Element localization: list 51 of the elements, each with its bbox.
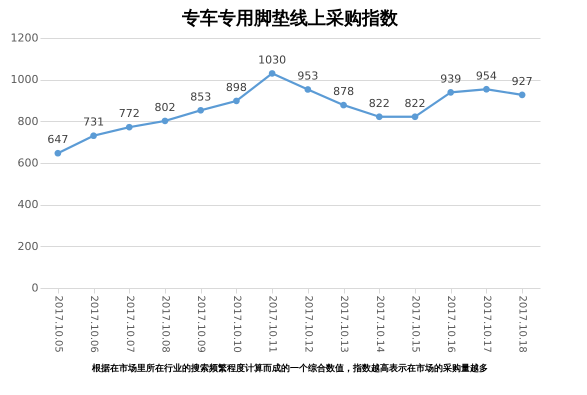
data-label: 822: [404, 96, 426, 110]
point: [412, 113, 418, 120]
data-label: 853: [190, 90, 212, 104]
y-tick-label: 200: [18, 240, 38, 253]
data-label: 802: [154, 100, 176, 114]
point: [90, 132, 97, 140]
x-tick-label: 2017.10.17: [480, 296, 492, 353]
x-tick-label: 2017.10.11: [266, 296, 278, 353]
x-tick-label: 2017.10.13: [338, 296, 350, 353]
y-tick-label: 1000: [10, 73, 38, 86]
x-tick-label: 2017.10.18: [516, 296, 528, 353]
y-tick-label: 0: [32, 282, 38, 294]
x-tick-label: 2017.10.16: [445, 296, 456, 353]
x-tick-label: 2017.10.09: [195, 296, 206, 353]
x-tick-label: 2017.10.10: [230, 296, 242, 353]
point: [162, 118, 168, 124]
data-label: 772: [118, 107, 140, 120]
data-label: 939: [440, 72, 462, 86]
x-tick-label: 2017.10.06: [88, 296, 100, 353]
point: [54, 150, 62, 157]
x-tick-label: 2017.10.07: [124, 296, 135, 353]
point: [233, 98, 240, 104]
point: [197, 106, 204, 114]
y-tick-label: 600: [18, 156, 38, 170]
text: 根据在市场里所在行业的搜索频繁程度计算而成的一个综合数值，指数越高表示在市场的采购量越多: [91, 363, 488, 374]
point: [268, 70, 276, 77]
point: [376, 113, 383, 120]
point: [483, 86, 490, 93]
data-label: 878: [333, 85, 354, 98]
x-tick-label: 2017.10.08: [160, 296, 170, 353]
data-label: 953: [297, 69, 318, 82]
x-tick-label: 2017.10.12: [302, 296, 314, 353]
x-tick-label: 2017.10.15: [410, 296, 420, 353]
data-label: 927: [512, 74, 533, 88]
point: [126, 124, 133, 131]
y-tick-label: 1200: [10, 32, 38, 44]
data-label: 647: [47, 133, 68, 146]
chart-title: 专车专用脚垫线上采购指数: [181, 8, 399, 29]
data-label: 822: [368, 96, 390, 110]
x-tick-label: 2017.10.14: [374, 296, 385, 353]
point: [518, 92, 526, 98]
data-label: 954: [476, 69, 497, 82]
y-tick-label: 400: [18, 198, 38, 212]
point: [447, 89, 454, 96]
x-tick-label: 2017.10.05: [52, 296, 64, 353]
y-tick-label: 800: [18, 114, 38, 128]
point: [340, 102, 347, 108]
point: [304, 86, 312, 93]
data-label: 898: [226, 80, 247, 94]
data-label: 1030: [258, 53, 286, 66]
data-label: 731: [83, 116, 104, 129]
